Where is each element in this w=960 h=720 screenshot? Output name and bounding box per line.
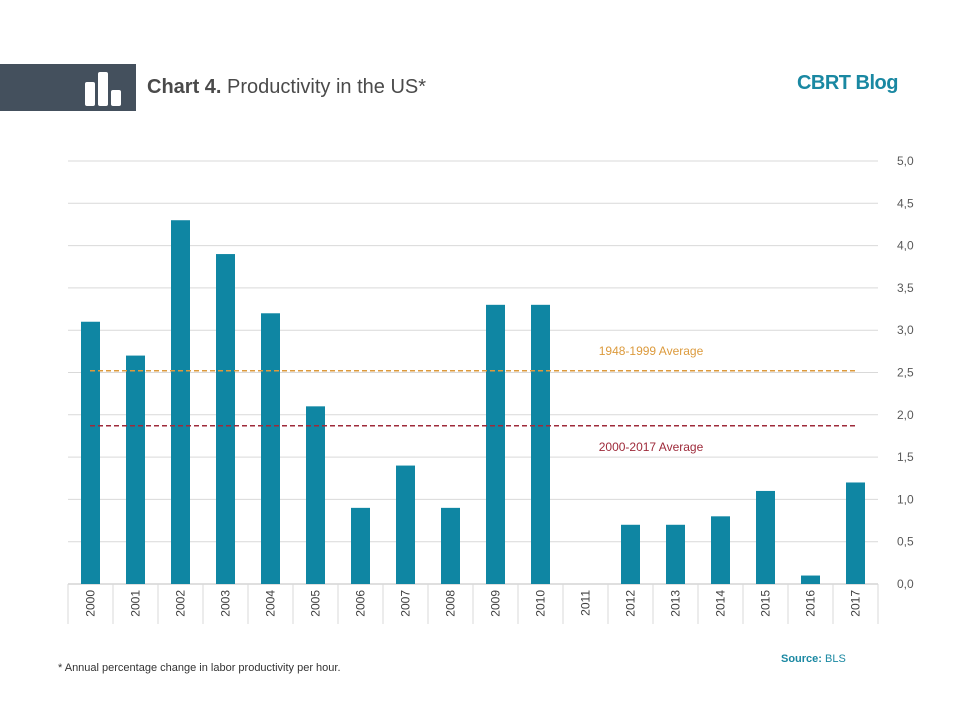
bar-2001 <box>126 355 145 584</box>
bar-2008 <box>441 507 460 584</box>
bar-2007 <box>396 465 415 584</box>
x-tick-label: 2010 <box>534 590 548 617</box>
bar-2017 <box>846 482 865 584</box>
reference-line-label: 1948-1999 Average <box>599 344 704 358</box>
bar-chart: 0,0 0,5 1,0 1,5 2,0 2,5 3,0 3,5 4,0 4,5 5,0 2000 200… <box>67 154 914 624</box>
y-tick-label: 3,0 <box>897 323 914 337</box>
y-tick-label: 4,5 <box>897 196 914 210</box>
bar-2002 <box>171 220 190 584</box>
x-tick-label: 2017 <box>849 590 863 617</box>
x-tick-label: 2016 <box>804 590 818 617</box>
x-tick-label: 2000 <box>84 590 98 617</box>
bar-2006 <box>351 507 370 584</box>
x-tick-label: 2006 <box>354 590 368 617</box>
bar-2012 <box>621 524 640 584</box>
bar-2009 <box>486 304 505 584</box>
x-tick-label: 2013 <box>669 590 683 617</box>
footnote: * Annual percentage change in labor prod… <box>58 662 341 674</box>
x-tick-label: 2011 <box>579 590 593 616</box>
bar-2010 <box>531 304 550 584</box>
y-tick-label: 4,0 <box>897 239 914 253</box>
source-note: Source: BLS <box>781 653 846 665</box>
y-tick-label: 5,0 <box>897 154 914 168</box>
y-tick-label: 0,5 <box>897 535 914 549</box>
y-tick-label: 3,5 <box>897 281 914 295</box>
chart-title: Chart 4. Productivity in the US* <box>147 76 426 99</box>
x-tick-label: 2009 <box>489 590 503 617</box>
bar-2004 <box>261 313 280 584</box>
chart-title-text: Productivity in the US* <box>227 76 427 98</box>
brand-logo-text: CBRT Blog <box>796 72 899 94</box>
source-label: Source: <box>781 653 822 665</box>
header-band <box>0 64 136 111</box>
bar-2013 <box>666 524 685 584</box>
y-tick-label: 1,5 <box>897 450 914 464</box>
x-tick-label: 2005 <box>309 590 323 617</box>
y-tick-label: 2,0 <box>897 408 914 422</box>
x-tick-label: 2003 <box>219 590 233 617</box>
source-value: BLS <box>825 653 846 665</box>
bar-chart-icon <box>85 72 121 106</box>
x-tick-label: 2012 <box>624 590 638 617</box>
chart-title-number: Chart 4. <box>147 76 222 98</box>
x-tick-label: 2001 <box>129 590 143 617</box>
bar-2014 <box>711 516 730 584</box>
x-tick-label: 2008 <box>444 590 458 617</box>
y-tick-label: 2,5 <box>897 366 914 380</box>
bar-2005 <box>306 406 325 584</box>
bar-2003 <box>216 254 235 584</box>
y-tick-label: 1,0 <box>897 492 914 506</box>
x-tick-label: 2007 <box>399 590 413 617</box>
x-tick-label: 2004 <box>264 590 278 617</box>
y-tick-label: 0,0 <box>897 577 914 591</box>
bar-2015 <box>756 490 775 584</box>
x-tick-label: 2015 <box>759 590 773 617</box>
bar-2016 <box>801 575 820 584</box>
reference-line-label: 2000-2017 Average <box>599 440 704 454</box>
x-tick-label: 2002 <box>174 590 188 617</box>
x-tick-label: 2014 <box>714 590 728 617</box>
bar-2000 <box>81 321 100 584</box>
